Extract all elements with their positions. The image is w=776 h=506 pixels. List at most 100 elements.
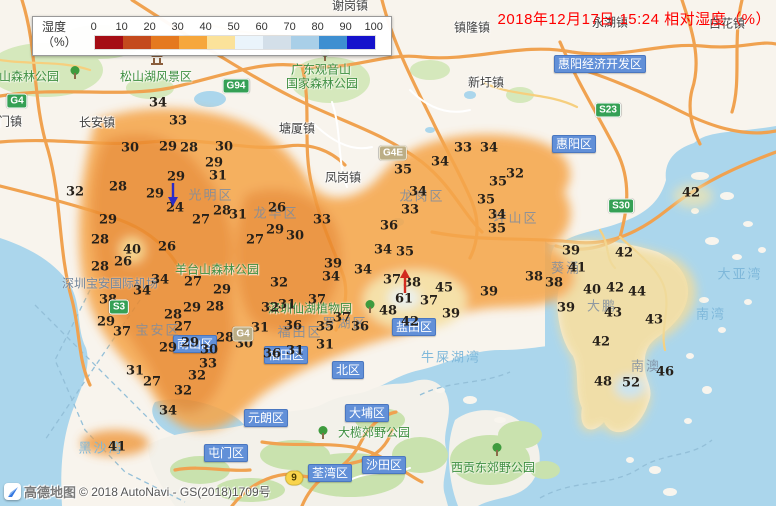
- town-label: 镇隆镇: [453, 20, 491, 35]
- humidity-value: 35: [315, 319, 335, 335]
- humidity-value: 34: [353, 262, 373, 278]
- park-label: 大榄郊野公园: [337, 425, 411, 440]
- sea-label: 牛屎湖湾: [420, 349, 482, 365]
- park-label: 羊台山森林公园: [174, 262, 260, 277]
- humidity-value: 41: [567, 260, 587, 276]
- park-label: 国家森林公园: [285, 76, 359, 91]
- humidity-value: 29: [98, 212, 118, 228]
- humidity-value: 28: [108, 179, 128, 195]
- humidity-value: 34: [373, 242, 393, 258]
- humidity-value: 26: [267, 200, 287, 216]
- humidity-value: 30: [120, 140, 140, 156]
- legend-title-line2: （%）: [42, 35, 77, 49]
- district-watermark: 光明区: [188, 187, 234, 203]
- humidity-value: 28: [205, 299, 225, 315]
- humidity-value: 35: [488, 174, 508, 190]
- humidity-value: 30: [285, 228, 305, 244]
- humidity-value: 40: [582, 282, 602, 298]
- airport-label: 深圳宝安国际机场: [61, 276, 159, 291]
- humidity-value: 27: [173, 319, 193, 335]
- district-watermark: 龙岗区: [399, 188, 445, 204]
- humidity-value: 33: [168, 113, 188, 129]
- legend-tick: 90: [339, 20, 352, 33]
- legend-color-cell: [346, 35, 375, 49]
- amap-logo-icon: [4, 483, 21, 500]
- humidity-value: 42: [614, 245, 634, 261]
- town-label: 塘厦镇: [278, 121, 316, 136]
- park-label: 松山湖风景区: [119, 69, 193, 84]
- park-label: 深圳仙湖植物园: [267, 301, 353, 316]
- humidity-value: 32: [505, 166, 525, 182]
- humidity-value: 31: [208, 168, 228, 184]
- humidity-value: 37: [419, 293, 439, 309]
- amap-brand: 高德地图: [24, 485, 77, 500]
- humidity-value: 29: [265, 222, 285, 238]
- legend-tick: 70: [283, 20, 296, 33]
- humidity-value: 35: [395, 244, 415, 260]
- humidity-value: 39: [556, 300, 576, 316]
- humidity-value: 39: [561, 243, 581, 259]
- humidity-value: 32: [260, 300, 280, 316]
- legend-tick: 20: [143, 20, 156, 33]
- town-label: 长安镇: [78, 115, 116, 130]
- humidity-value: 30: [214, 139, 234, 155]
- road-shield: 9: [285, 470, 303, 486]
- humidity-value: 29: [212, 282, 232, 298]
- humidity-value: 36: [379, 218, 399, 234]
- humidity-value: 29: [166, 169, 186, 185]
- humidity-value: 31: [277, 297, 297, 313]
- humidity-value: 40: [122, 242, 142, 258]
- town-label: 白花镇: [708, 16, 746, 31]
- humidity-value: 39: [479, 284, 499, 300]
- humidity-value: 48: [593, 374, 613, 390]
- district-watermark: 大鹏: [586, 298, 618, 314]
- sea-label: 南湾: [695, 306, 727, 322]
- legend-tick: 30: [171, 20, 184, 33]
- copyright-text: © 2018 AutoNavi - GS(2018)1709号: [79, 485, 271, 499]
- road-shield: G94: [222, 78, 250, 94]
- district-tag: 大埔区: [344, 404, 390, 422]
- humidity-value: 37: [307, 292, 327, 308]
- humidity-value: 34: [158, 403, 178, 419]
- humidity-value: 27: [183, 274, 203, 290]
- town-label: 新圩镇: [467, 75, 505, 90]
- humidity-value: 28: [90, 232, 110, 248]
- humidity-value: 29: [158, 139, 178, 155]
- road-shield: S23: [595, 102, 621, 118]
- district-tag: 福田区: [263, 346, 309, 364]
- district-watermark: 南澳: [630, 358, 662, 374]
- humidity-value: 37: [112, 324, 132, 340]
- district-tag: 北区: [331, 361, 365, 379]
- extreme-arrow-down: [167, 181, 179, 207]
- legend-color-bar: [93, 34, 376, 50]
- humidity-value: 44: [627, 284, 647, 300]
- humidity-value: 32: [187, 368, 207, 384]
- humidity-value: 61: [394, 291, 414, 307]
- humidity-value: 29: [96, 314, 116, 330]
- humidity-value: 29: [204, 155, 224, 171]
- humidity-value: 31: [228, 207, 248, 223]
- road-shield: G4: [232, 326, 254, 342]
- humidity-value: 24: [165, 200, 185, 216]
- tree-icon: [363, 299, 377, 319]
- humidity-value: 36: [283, 318, 303, 334]
- humidity-value: 32: [65, 184, 85, 200]
- sea-label: 大亚湾: [717, 266, 763, 282]
- humidity-value: 42: [400, 314, 420, 330]
- humidity-value: 29: [145, 186, 165, 202]
- legend-color-cell: [150, 35, 179, 49]
- district-tag: 屯门区: [203, 444, 249, 462]
- district-tag: 荃湾区: [307, 464, 353, 482]
- road-shield: G4E: [378, 145, 408, 161]
- legend-title: 湿度 （%）: [42, 20, 77, 50]
- humidity-value: 29: [180, 335, 200, 351]
- timestamp-title: 2018年12月17日 15:24 相对湿度（%）: [497, 11, 771, 28]
- humidity-value: 26: [157, 239, 177, 255]
- humidity-value: 38: [524, 269, 544, 285]
- humidity-value: 48: [378, 303, 398, 319]
- legend-title-line1: 湿度: [42, 20, 67, 34]
- humidity-value: 42: [681, 185, 701, 201]
